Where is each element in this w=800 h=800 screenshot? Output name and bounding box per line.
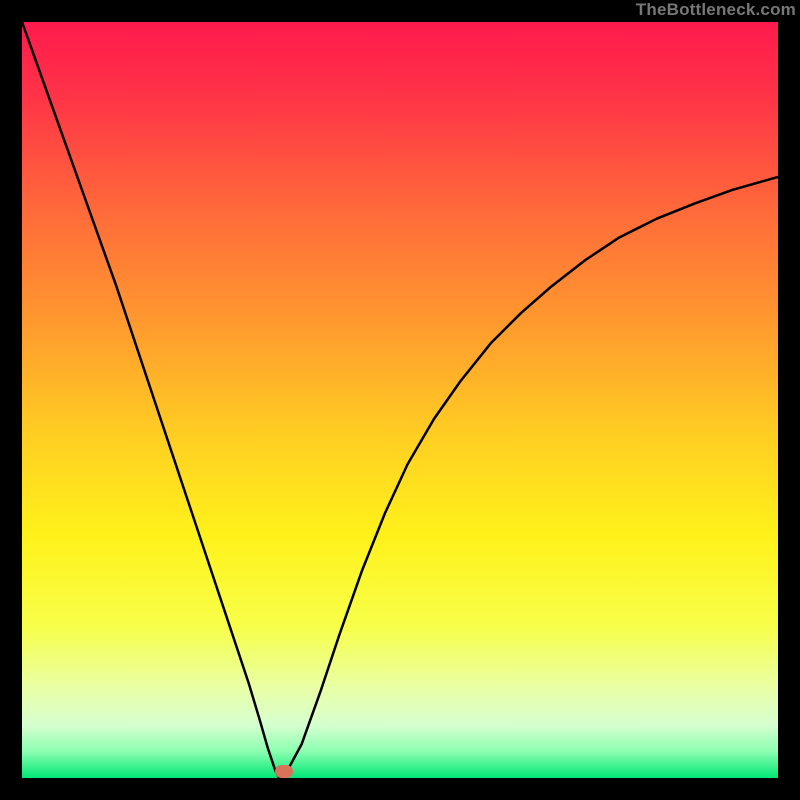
curve-path bbox=[22, 22, 778, 778]
curve-svg bbox=[22, 22, 778, 778]
bottleneck-marker bbox=[275, 765, 293, 778]
chart-container: TheBottleneck.com bbox=[0, 0, 800, 800]
watermark-text: TheBottleneck.com bbox=[636, 0, 796, 20]
